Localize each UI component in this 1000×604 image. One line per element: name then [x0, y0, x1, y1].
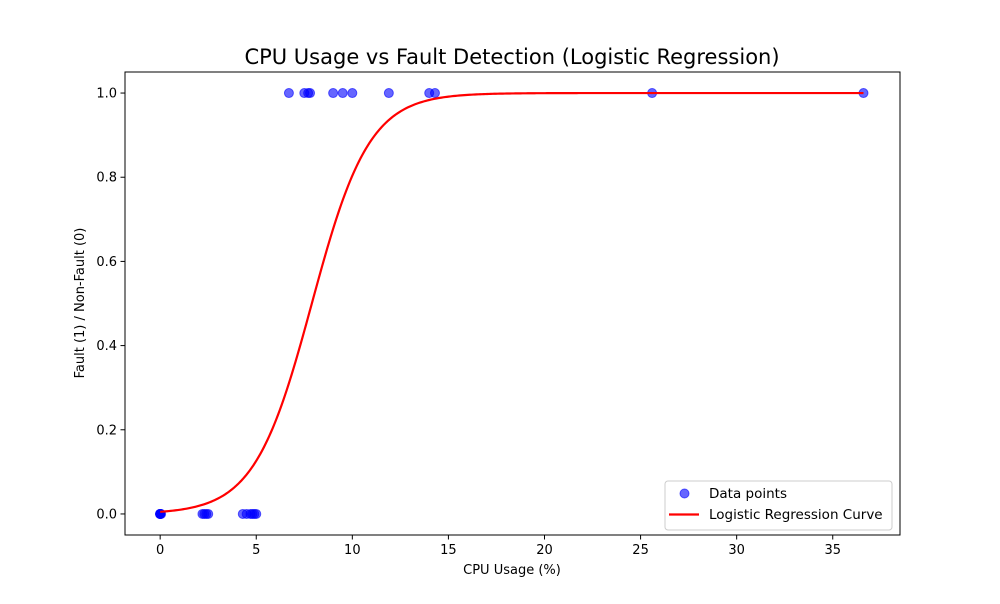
x-tick-label: 25: [632, 543, 649, 558]
legend-marker-points: [679, 488, 690, 499]
x-axis-label: CPU Usage (%): [463, 563, 561, 578]
data-point: [305, 88, 316, 99]
y-tick-label: 0.2: [96, 423, 117, 438]
y-tick-label: 0.8: [96, 171, 117, 186]
data-point: [383, 88, 394, 99]
x-tick-label: 30: [728, 543, 745, 558]
legend-box: [664, 480, 893, 531]
x-tick-label: 35: [824, 543, 841, 558]
y-axis-label: Fault (1) / Non-Fault (0): [73, 228, 88, 379]
axes-frame: [124, 71, 901, 536]
x-tick-label: 20: [536, 543, 553, 558]
data-point: [347, 88, 358, 99]
data-point: [429, 88, 440, 99]
plot-area: [124, 71, 901, 536]
data-point: [283, 88, 294, 99]
x-axis-ticks: 0 5 10 15 20 25 30 35: [156, 535, 841, 558]
x-tick-label: 15: [440, 543, 457, 558]
y-tick-label: 0.0: [96, 507, 117, 522]
logistic-regression-curve: [160, 91, 864, 513]
legend: Data points Logistic Regression Curve: [664, 480, 893, 531]
y-tick-label: 0.6: [96, 255, 117, 270]
x-tick-label: 5: [252, 543, 260, 558]
legend-label-curve: Logistic Regression Curve: [709, 507, 883, 523]
legend-label-points: Data points: [709, 486, 787, 502]
data-point: [328, 88, 339, 99]
y-tick-label: 1.0: [96, 87, 117, 102]
data-point: [251, 508, 262, 519]
x-tick-label: 0: [156, 543, 164, 558]
x-tick-label: 10: [344, 543, 361, 558]
data-point: [337, 88, 348, 99]
data-point: [203, 508, 214, 519]
y-tick-label: 0.4: [96, 339, 117, 354]
y-axis-ticks: 0.0 0.2 0.4 0.6 0.8 1.0: [96, 87, 125, 522]
chart-title: CPU Usage vs Fault Detection (Logistic R…: [244, 45, 779, 69]
